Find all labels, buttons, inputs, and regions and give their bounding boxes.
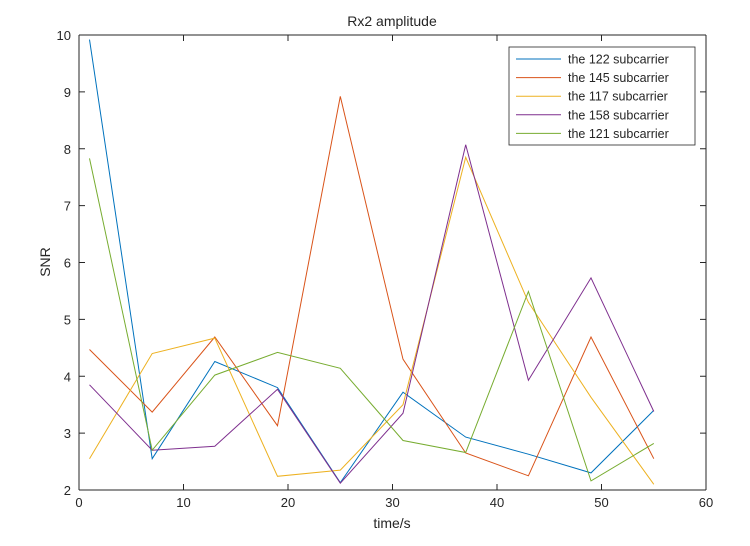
x-tick-label: 20 (281, 495, 295, 510)
legend: the 122 subcarrier the 145 subcarrier the … (508, 46, 696, 146)
y-tick-label: 3 (64, 426, 71, 441)
series-line-2 (89, 96, 655, 477)
y-tick-label: 7 (64, 199, 71, 214)
ticks-layer: 0 10 20 30 40 50 60 2 3 4 5 6 7 8 9 10 (57, 28, 714, 510)
x-tick-label: 40 (490, 495, 504, 510)
y-tick-label: 5 (64, 312, 71, 327)
series-line-3 (89, 155, 655, 485)
y-tick-label: 2 (64, 483, 71, 498)
y-tick-label: 4 (64, 369, 71, 384)
chart-title: Rx2 amplitude (347, 13, 437, 29)
legend-label-4: the 158 subcarrier (568, 108, 669, 122)
x-tick-label: 60 (699, 495, 713, 510)
x-tick-label: 10 (176, 495, 190, 510)
legend-label-2: the 145 subcarrier (568, 71, 669, 85)
legend-label-3: the 117 subcarrier (568, 90, 668, 104)
y-tick-label: 9 (64, 85, 71, 100)
series-line-5 (89, 158, 655, 482)
x-tick-label: 0 (75, 495, 82, 510)
series-line-4 (89, 144, 655, 485)
y-tick-label: 6 (64, 256, 71, 271)
legend-label-5: the 121 subcarrier (568, 127, 669, 141)
y-tick-label: 10 (57, 28, 71, 43)
series-layer (89, 39, 655, 485)
y-tick-label: 8 (64, 142, 71, 157)
y-axis-label: SNR (37, 247, 53, 277)
x-axis-label: time/s (373, 515, 410, 531)
x-tick-label: 30 (385, 495, 399, 510)
legend-label-1: the 122 subcarrier (568, 53, 669, 67)
x-tick-label: 50 (594, 495, 608, 510)
